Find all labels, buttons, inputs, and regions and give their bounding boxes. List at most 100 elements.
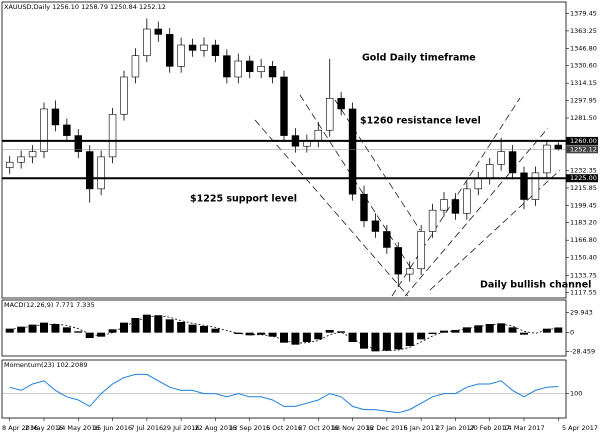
y-tick-label: 1363.25 xyxy=(570,27,597,35)
y-tick-label: 1346.80 xyxy=(570,44,597,52)
macd-bar xyxy=(200,326,208,333)
macd-bar xyxy=(28,324,37,333)
chart-title: XAUUSD,Daily 1256.10 1258.79 1250.84 125… xyxy=(4,3,166,11)
candle-body xyxy=(428,209,437,232)
macd-bar xyxy=(245,332,254,336)
macd-bar xyxy=(120,322,128,333)
macd-bar xyxy=(348,332,357,342)
candle-body xyxy=(394,247,403,275)
macd-bar xyxy=(462,327,471,333)
macd-bar xyxy=(417,332,426,340)
candle-body xyxy=(245,60,254,72)
macd-bar xyxy=(485,324,494,333)
macd-bar xyxy=(131,318,140,333)
candle-body xyxy=(120,76,128,115)
x-tick-label: 20 Feb 2017 xyxy=(469,424,509,432)
y-tick-label: 1199.45 xyxy=(570,201,597,209)
macd-bar xyxy=(474,325,483,333)
macd-bar xyxy=(280,332,288,343)
macd-bar xyxy=(62,327,71,333)
y-tick-label: 100 xyxy=(570,390,582,398)
candle-body xyxy=(188,44,197,51)
candle-body xyxy=(97,156,105,190)
candle-body xyxy=(371,220,380,232)
x-tick-label: 27 Jan 2017 xyxy=(436,424,475,432)
last-price-box xyxy=(566,145,598,154)
macd-bar xyxy=(428,332,437,334)
candle-body xyxy=(360,193,368,222)
candle-body xyxy=(463,188,471,214)
y-tick-label: 1330.60 xyxy=(570,62,597,70)
macd-bar xyxy=(188,324,197,333)
macd-bar xyxy=(257,332,266,335)
macd-bar xyxy=(154,315,163,333)
candle-body xyxy=(337,97,345,110)
macd-signal xyxy=(9,314,559,352)
candle-body xyxy=(520,172,528,200)
x-tick-label: 27 Oct 2016 xyxy=(298,424,338,432)
x-tick-label: 14 Mar 2017 xyxy=(503,424,544,432)
candle-body xyxy=(474,177,483,190)
candle-body xyxy=(531,172,540,200)
macd-bar xyxy=(360,332,368,349)
x-tick-label: 8 Apr 2016 xyxy=(2,424,38,432)
macd-bar xyxy=(74,331,83,333)
annotation: Gold Daily timeframe xyxy=(362,53,476,64)
macd-bar xyxy=(5,328,14,333)
candle-body xyxy=(543,144,551,174)
y-tick-label: 1183.20 xyxy=(570,219,597,227)
candle-body xyxy=(63,124,71,136)
candle-body xyxy=(108,113,117,158)
x-tick-label: 2 May 2016 xyxy=(25,424,63,432)
x-tick-label: 5 Jan 2017 xyxy=(404,424,439,432)
candle-body xyxy=(485,164,494,179)
annotation: $1260 resistance level xyxy=(360,116,481,127)
x-tick-label: 5 Oct 2016 xyxy=(266,424,302,432)
candle-body xyxy=(257,66,265,72)
level-label: 1225.00 xyxy=(570,174,597,182)
x-tick-label: 12 Dec 2016 xyxy=(366,424,408,432)
macd-bar xyxy=(394,332,403,350)
macd-bar xyxy=(51,324,60,333)
macd-bar xyxy=(291,332,300,345)
macd-bar xyxy=(177,322,186,333)
macd-bar xyxy=(520,332,528,335)
candle-body xyxy=(348,108,357,195)
macd-bar xyxy=(17,326,26,333)
candle-body xyxy=(5,161,14,168)
last-price-label: 1252.12 xyxy=(570,145,597,153)
y-tick-label: 1166.80 xyxy=(570,236,597,244)
candle-body xyxy=(51,108,60,126)
macd-bar xyxy=(497,323,506,333)
macd-bar xyxy=(142,314,151,333)
candle-body xyxy=(154,28,163,35)
candle-body xyxy=(451,199,460,214)
candle-body xyxy=(211,44,220,56)
candle-body xyxy=(268,66,277,78)
candle-body xyxy=(74,135,83,152)
macd-bar xyxy=(302,332,311,342)
candle-body xyxy=(554,144,563,150)
macd-bar xyxy=(382,332,391,351)
y-tick-label: 1232.35 xyxy=(570,166,597,174)
x-tick-label: 22 Aug 2016 xyxy=(195,424,237,432)
candle-body xyxy=(508,151,517,174)
x-tick-label: 5 Apr 2017 xyxy=(562,424,598,432)
macd-title: MACD(12,26,9) 7.771 7.335 xyxy=(4,301,95,309)
macd-bar xyxy=(325,330,334,333)
macd-bar xyxy=(165,319,174,333)
y-tick-label: 1379.45 xyxy=(570,10,597,18)
y-tick-label: 1215.85 xyxy=(570,184,597,192)
macd-bar xyxy=(405,332,414,346)
candle-body xyxy=(85,151,94,190)
candle-body xyxy=(131,55,140,78)
momentum-line xyxy=(9,373,559,414)
annotation: $1225 support level xyxy=(190,194,297,205)
macd-bar xyxy=(371,332,380,352)
candle-body xyxy=(234,60,243,78)
candle-body xyxy=(405,268,414,275)
y-tick-label: 1314.15 xyxy=(570,79,597,87)
y-tick-label: 1297.95 xyxy=(570,96,597,104)
channel-line xyxy=(254,119,409,297)
